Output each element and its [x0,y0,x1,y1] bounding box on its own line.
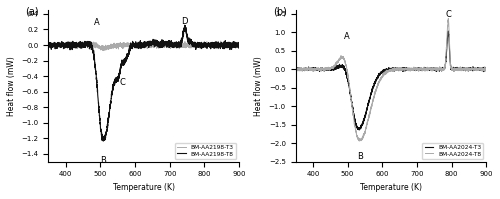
BM-AA2198-T8 [127,45,133,47]
X-axis label: Temperature (K): Temperature (K) [360,183,422,192]
BM-AA2024-T8 [292,68,298,71]
BM-AA2024-T8 [357,140,363,142]
Line: BM-AA2024-T3: BM-AA2024-T3 [296,31,486,130]
Y-axis label: Heat flow (mW): Heat flow (mW) [7,56,16,116]
Text: (b): (b) [272,7,286,17]
BM-AA2024-T8 [480,68,486,70]
BM-AA2024-T3 [484,69,490,71]
Text: (a): (a) [26,7,39,17]
BM-AA2198-T8 [236,41,242,44]
BM-AA2024-T3 [292,68,298,71]
BM-AA2198-T8 [182,24,188,26]
Text: A: A [94,18,100,27]
BM-AA2198-T3 [67,46,73,48]
BM-AA2198-T8 [118,64,124,66]
Text: B: B [100,156,106,165]
Text: D: D [181,17,188,26]
BM-AA2024-T3 [366,100,372,102]
BM-AA2024-T8 [326,67,332,70]
BM-AA2198-T8 [78,45,84,48]
Line: BM-AA2198-T8: BM-AA2198-T8 [48,25,239,141]
BM-AA2198-T3 [146,39,152,42]
Line: BM-AA2198-T3: BM-AA2198-T3 [48,41,239,51]
BM-AA2198-T8 [100,140,106,142]
BM-AA2198-T3 [118,44,124,46]
Text: C: C [445,10,451,19]
BM-AA2024-T8 [374,87,380,89]
Y-axis label: Heat flow (mW): Heat flow (mW) [254,56,263,116]
BM-AA2198-T3 [232,44,238,46]
BM-AA2024-T3 [356,129,362,131]
BM-AA2198-T3 [46,42,52,44]
BM-AA2024-T8 [446,17,452,20]
BM-AA2024-T3 [446,30,452,32]
BM-AA2024-T3 [314,68,320,70]
BM-AA2198-T3 [127,42,133,45]
Line: BM-AA2024-T8: BM-AA2024-T8 [296,19,486,141]
BM-AA2198-T3 [212,45,218,48]
BM-AA2198-T3 [78,45,84,48]
BM-AA2024-T8 [484,69,490,71]
BM-AA2024-T3 [480,69,486,71]
X-axis label: Temperature (K): Temperature (K) [112,183,174,192]
BM-AA2024-T8 [459,67,465,69]
Legend: BM-AA2024-T3, BM-AA2024-T8: BM-AA2024-T3, BM-AA2024-T8 [422,143,484,159]
Legend: BM-AA2198-T3, BM-AA2198-T8: BM-AA2198-T3, BM-AA2198-T8 [175,143,236,159]
BM-AA2024-T3 [459,69,465,71]
Text: A: A [344,32,350,41]
BM-AA2024-T8 [366,117,372,119]
BM-AA2024-T8 [314,68,320,70]
BM-AA2198-T3 [100,49,106,52]
BM-AA2198-T3 [236,44,242,46]
BM-AA2024-T3 [326,68,332,71]
BM-AA2024-T3 [374,77,380,79]
BM-AA2198-T8 [232,47,238,49]
BM-AA2198-T8 [212,42,218,44]
Text: B: B [357,152,362,161]
BM-AA2198-T8 [46,41,52,44]
Text: C: C [120,78,125,87]
BM-AA2198-T8 [67,45,73,47]
